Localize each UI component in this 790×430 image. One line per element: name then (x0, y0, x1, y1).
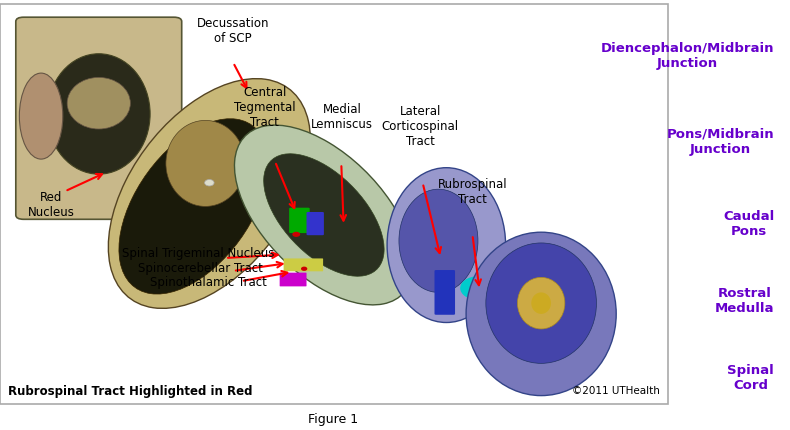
Text: Spinocerebellar Tract: Spinocerebellar Tract (138, 262, 263, 275)
FancyBboxPatch shape (280, 273, 307, 286)
Ellipse shape (119, 119, 268, 294)
Ellipse shape (387, 168, 506, 322)
Ellipse shape (292, 232, 300, 237)
Bar (0, 4, 668, 404)
Text: Rostral
Medulla: Rostral Medulla (715, 287, 774, 315)
Text: Caudal
Pons: Caudal Pons (723, 209, 774, 238)
Text: Rubrospinal Tract Highlighted in Red: Rubrospinal Tract Highlighted in Red (8, 385, 252, 398)
FancyBboxPatch shape (307, 212, 324, 235)
Ellipse shape (264, 154, 384, 276)
Ellipse shape (486, 243, 596, 363)
FancyBboxPatch shape (435, 270, 455, 315)
Text: Spinal
Cord: Spinal Cord (728, 364, 774, 393)
Text: ©2011 UTHealth: ©2011 UTHealth (572, 386, 660, 396)
Text: Central
Tegmental
Tract: Central Tegmental Tract (234, 86, 295, 129)
Ellipse shape (67, 77, 130, 129)
Ellipse shape (399, 189, 478, 292)
FancyBboxPatch shape (16, 17, 182, 219)
Ellipse shape (460, 276, 496, 300)
Ellipse shape (205, 180, 214, 186)
Ellipse shape (235, 125, 413, 305)
Text: Spinothalamic Tract: Spinothalamic Tract (150, 276, 267, 289)
Ellipse shape (108, 79, 310, 308)
Ellipse shape (471, 299, 485, 307)
Ellipse shape (19, 73, 63, 159)
Text: Rubrospinal
Tract: Rubrospinal Tract (438, 178, 507, 206)
Text: Red
Nucleus: Red Nucleus (28, 191, 75, 219)
Ellipse shape (532, 292, 551, 314)
Ellipse shape (517, 277, 565, 329)
Ellipse shape (466, 232, 616, 396)
Text: Figure 1: Figure 1 (308, 413, 359, 426)
Ellipse shape (301, 267, 307, 271)
FancyBboxPatch shape (289, 208, 310, 233)
Ellipse shape (47, 54, 150, 174)
FancyBboxPatch shape (284, 258, 323, 271)
Text: Medial
Lemniscus: Medial Lemniscus (311, 103, 373, 131)
Text: Pons/Midbrain
Junction: Pons/Midbrain Junction (667, 128, 774, 156)
Text: Decussation
of SCP: Decussation of SCP (197, 17, 269, 45)
Text: Lateral
Corticospinal
Tract: Lateral Corticospinal Tract (382, 105, 459, 148)
Text: Spinal Trigeminal Nucleus: Spinal Trigeminal Nucleus (122, 247, 275, 260)
Ellipse shape (166, 120, 245, 206)
Text: Diencephalon/Midbrain
Junction: Diencephalon/Midbrain Junction (600, 42, 774, 70)
